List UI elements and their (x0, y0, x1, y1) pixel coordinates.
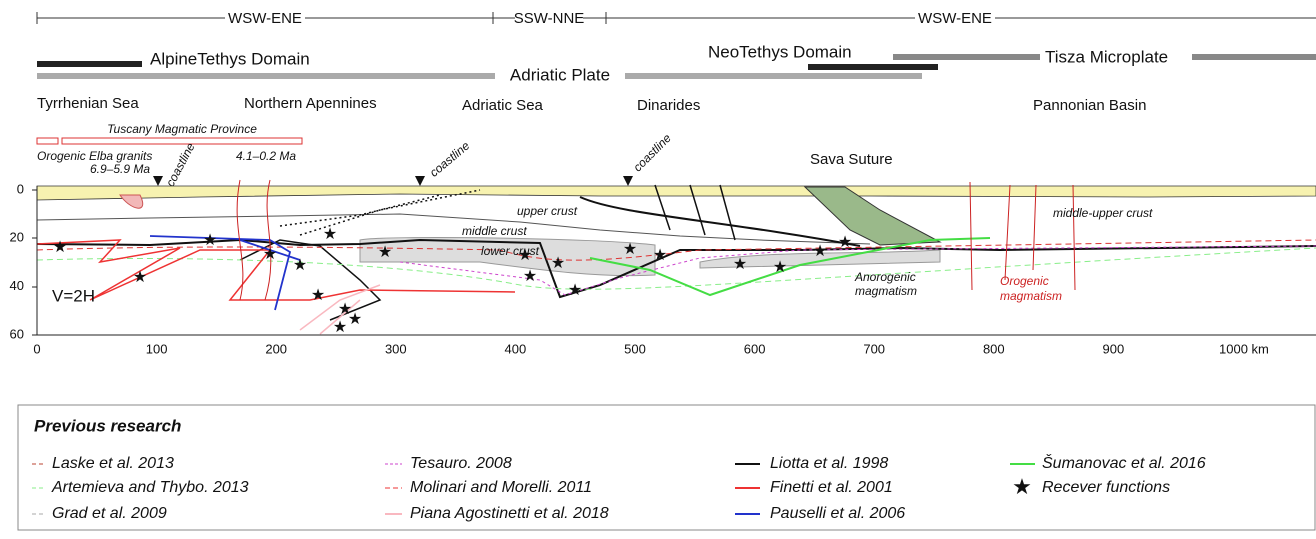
domain-label: AlpineTethys Domain (150, 49, 310, 68)
svg-text:★: ★ (1012, 474, 1032, 499)
depth-tick-label: 20 (10, 230, 24, 245)
svg-text:★: ★ (348, 311, 362, 328)
depth-tick-label: 40 (10, 278, 24, 293)
svg-text:★: ★ (773, 259, 787, 276)
domain-bar (893, 54, 1040, 60)
annotation: Tuscany Magmatic Province (107, 122, 257, 136)
distance-tick-label: 300 (385, 341, 407, 356)
distance-tick-label: 700 (863, 341, 885, 356)
depth-tick-label: 0 (17, 181, 24, 196)
legend-entry: Šumanovac et al. 2016 (1042, 453, 1206, 472)
svg-text:★: ★ (263, 246, 277, 263)
annotation: magmatism (855, 284, 917, 298)
annotation: Anorogenic (854, 270, 916, 284)
svg-text:★: ★ (568, 282, 582, 299)
legend-entry: Piana Agostinetti et al. 2018 (410, 505, 609, 522)
region-label: Dinarides (637, 97, 700, 114)
legend-entry: Pauselli et al. 2006 (770, 505, 905, 522)
legend-entry: Molinari and Morelli. 2011 (410, 479, 592, 496)
annotation: middle-upper crust (1053, 206, 1153, 220)
annotation: Orogenic Elba granits (37, 149, 152, 163)
annotation: middle crust (462, 224, 527, 238)
svg-text:★: ★ (623, 241, 637, 258)
domain-label: Tisza Microplate (1045, 47, 1168, 66)
svg-text:★: ★ (53, 239, 67, 256)
svg-text:★: ★ (523, 268, 537, 285)
region-label: Adriatic Sea (462, 97, 544, 114)
coastline-marker (153, 176, 163, 186)
distance-tick-label: 500 (624, 341, 646, 356)
region-label: Tyrrhenian Sea (37, 95, 139, 112)
domain-bar (808, 64, 938, 70)
annotation: coastline (427, 138, 473, 179)
svg-text:★: ★ (203, 232, 217, 249)
direction-label: WSW-ENE (918, 10, 992, 27)
direction-label: WSW-ENE (228, 10, 302, 27)
svg-text:★: ★ (838, 234, 852, 251)
annotation: Orogenic (1000, 274, 1049, 288)
distance-tick-label: 200 (265, 341, 287, 356)
distance-tick-label: 400 (505, 341, 527, 356)
svg-text:★: ★ (733, 256, 747, 273)
province-box (62, 138, 302, 144)
distance-tick-label: 1000 km (1219, 341, 1269, 356)
figure: WSW-ENE SSW-NNE WSW-ENE AlpineTethys Dom… (0, 0, 1316, 539)
svg-text:★: ★ (323, 226, 337, 243)
annotation: 4.1–0.2 Ma (236, 149, 296, 163)
legend-title: Previous research (34, 416, 181, 435)
depth-tick-label: 60 (10, 326, 24, 341)
legend-entry: Liotta et al. 1998 (770, 455, 888, 472)
domain-bar (37, 73, 495, 79)
province-box (37, 138, 58, 144)
annotation: lower crust (481, 244, 540, 258)
distance-tick-label: 100 (146, 341, 168, 356)
svg-text:★: ★ (813, 243, 827, 260)
distance-tick-label: 900 (1103, 341, 1125, 356)
legend-entry: Recever functions (1042, 479, 1170, 496)
annotation: V=2H (52, 286, 95, 305)
svg-text:★: ★ (653, 247, 667, 264)
annotation: upper crust (517, 204, 578, 218)
legend-entry: Finetti et al. 2001 (770, 479, 893, 496)
annotation: 6.9–5.9 Ma (90, 162, 150, 176)
svg-text:★: ★ (378, 244, 392, 261)
legend-entry: Grad et al. 2009 (52, 505, 167, 522)
direction-label: SSW-NNE (514, 10, 585, 27)
svg-text:★: ★ (293, 257, 307, 274)
annotation: coastline (163, 140, 198, 189)
legend-entry: Laske et al. 2013 (52, 455, 174, 472)
region-label: Pannonian Basin (1033, 97, 1146, 114)
region-label: Northern Apennines (244, 95, 377, 112)
domain-label: Adriatic Plate (510, 65, 610, 84)
distance-tick-label: 600 (744, 341, 766, 356)
annotation: magmatism (1000, 289, 1062, 303)
annotation: Sava Suture (810, 151, 893, 168)
svg-text:★: ★ (133, 269, 147, 286)
svg-text:★: ★ (333, 319, 347, 336)
distance-tick-label: 0 (33, 341, 40, 356)
domain-bar (1192, 54, 1316, 60)
legend-entry: Artemieva and Thybo. 2013 (51, 479, 249, 496)
svg-text:★: ★ (311, 287, 325, 304)
cross-section (37, 180, 1316, 334)
distance-tick-label: 800 (983, 341, 1005, 356)
domain-bar (37, 61, 142, 67)
legend-entry: Tesauro. 2008 (410, 455, 512, 472)
coastline-marker (623, 176, 633, 186)
svg-text:★: ★ (551, 255, 565, 272)
domain-bar (625, 73, 922, 79)
domain-label: NeoTethys Domain (708, 42, 852, 61)
annotation: coastline (630, 131, 674, 175)
coastline-marker (415, 176, 425, 186)
